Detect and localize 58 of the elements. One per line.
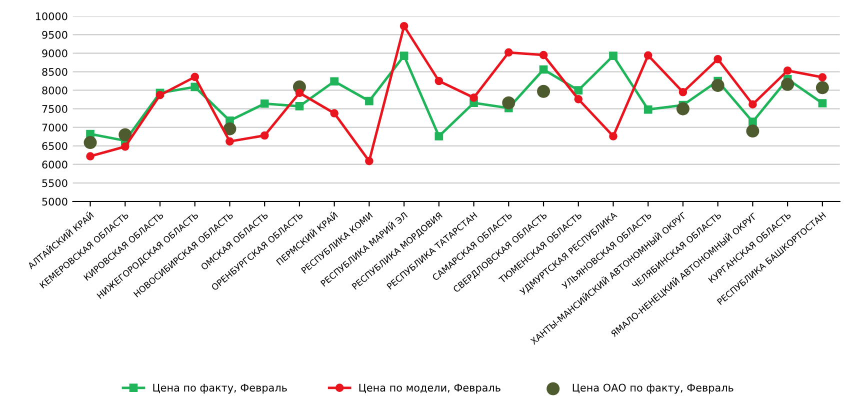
point <box>365 96 374 106</box>
y-tick-label: 5000 <box>42 198 68 206</box>
point <box>644 105 652 114</box>
point <box>748 118 757 126</box>
point <box>574 95 583 104</box>
y-tick-label: 8500 <box>42 68 68 76</box>
y-tick-label: 7500 <box>42 105 68 113</box>
point <box>120 142 130 151</box>
point <box>330 109 338 118</box>
point <box>400 22 408 30</box>
point <box>714 54 722 64</box>
point <box>609 52 618 60</box>
point <box>502 96 516 110</box>
point <box>504 48 513 57</box>
legend-label: Цена по факту, Февраль <box>153 384 287 394</box>
point <box>260 99 269 108</box>
point <box>295 102 304 110</box>
point <box>818 99 827 108</box>
y-tick-label: 5500 <box>42 179 68 188</box>
point <box>190 82 200 92</box>
point <box>711 78 724 92</box>
y-tick-label: 9000 <box>42 49 68 58</box>
point <box>86 152 94 160</box>
legend-label: Цена по модели, Февраль <box>359 384 500 394</box>
point <box>816 81 829 94</box>
point <box>190 72 200 82</box>
point <box>434 132 444 140</box>
point <box>678 88 688 96</box>
point <box>470 94 478 102</box>
y-tick-label: 10000 <box>36 12 68 20</box>
point <box>295 88 304 98</box>
point <box>783 66 792 75</box>
point <box>676 102 690 116</box>
point <box>609 132 618 140</box>
point <box>539 65 548 74</box>
y-tick-label: 6000 <box>42 160 68 169</box>
point <box>330 77 338 86</box>
point <box>434 76 444 86</box>
point <box>365 156 374 166</box>
point <box>644 51 652 60</box>
point <box>223 122 236 136</box>
point <box>400 52 408 60</box>
y-tick-label: 8000 <box>42 86 68 94</box>
y-tick-label: 9500 <box>42 30 68 39</box>
point <box>539 50 548 60</box>
y-tick-label: 6500 <box>42 142 68 150</box>
point <box>746 124 760 138</box>
point <box>574 86 583 94</box>
y-tick-label: 7000 <box>42 124 68 132</box>
point <box>226 137 234 146</box>
point <box>118 128 132 142</box>
legend-label: Цена ОАО по факту, Февраль <box>572 384 734 394</box>
point <box>260 131 269 140</box>
point <box>84 136 97 150</box>
point <box>781 78 794 91</box>
point <box>818 73 827 82</box>
point <box>748 100 757 109</box>
point <box>537 84 550 98</box>
